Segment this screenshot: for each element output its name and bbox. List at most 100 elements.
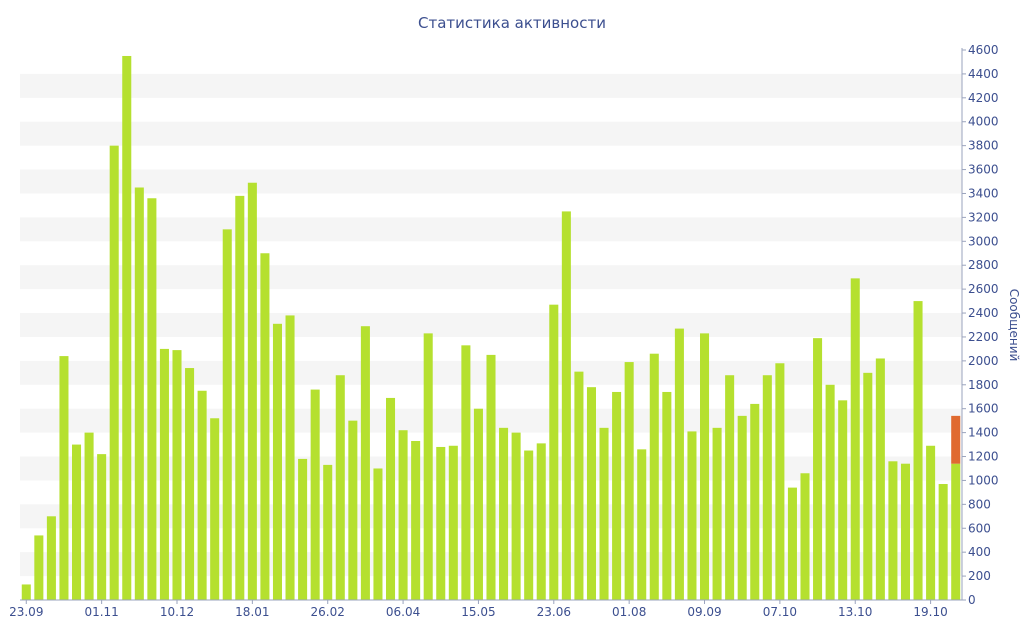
- bars: [21, 55, 961, 601]
- bar: [159, 348, 169, 600]
- bar: [649, 353, 659, 600]
- bar: [586, 387, 596, 600]
- bar: [411, 440, 421, 600]
- bar: [373, 468, 383, 600]
- grid-band: [20, 265, 962, 290]
- bar: [84, 432, 94, 600]
- x-tick-label: 13.10: [838, 605, 872, 619]
- x-tick-label: 06.04: [386, 605, 420, 619]
- bar: [222, 229, 232, 600]
- bar: [109, 145, 119, 600]
- x-tick-label: 18.01: [235, 605, 269, 619]
- y-tick-label: 600: [968, 521, 991, 535]
- bar: [762, 375, 772, 600]
- bar: [423, 333, 433, 600]
- bar: [72, 444, 82, 600]
- bar: [938, 484, 948, 600]
- x-tick-label: 23.06: [537, 605, 571, 619]
- bar: [386, 397, 396, 600]
- bar: [913, 301, 923, 600]
- bar: [436, 446, 446, 600]
- bar: [260, 253, 270, 600]
- y-tick-label: 1400: [968, 426, 999, 440]
- y-tick-label: 3800: [968, 139, 999, 153]
- bar: [122, 55, 132, 601]
- y-tick-label: 3400: [968, 186, 999, 200]
- bar: [97, 454, 107, 600]
- grid-band: [20, 313, 962, 337]
- x-tick-label: 23.09: [9, 605, 43, 619]
- bar: [850, 278, 860, 600]
- bar: [461, 345, 471, 600]
- grid-band: [20, 217, 962, 242]
- bar: [21, 584, 31, 600]
- bar: [863, 372, 873, 600]
- bar: [197, 390, 207, 600]
- y-tick-label: 3600: [968, 163, 999, 177]
- grid-band: [20, 73, 962, 98]
- bar: [599, 427, 609, 600]
- bar: [674, 328, 684, 600]
- x-tick-label: 01.08: [612, 605, 646, 619]
- bar: [524, 450, 534, 600]
- x-tick-label: 01.11: [84, 605, 118, 619]
- bar: [448, 445, 458, 600]
- bar: [574, 371, 584, 600]
- bar: [147, 198, 157, 600]
- bar: [875, 358, 885, 600]
- bar: [398, 430, 408, 600]
- y-tick-label: 800: [968, 497, 991, 511]
- x-tick-label: 07.10: [763, 605, 797, 619]
- bar: [549, 304, 559, 600]
- bar: [499, 427, 509, 600]
- y-tick-label: 4400: [968, 67, 999, 81]
- x-tick-label: 19.10: [913, 605, 947, 619]
- bar: [172, 350, 182, 600]
- bar: [235, 195, 245, 600]
- x-tick-labels: 23.09 01.11 10.12 18.01 26.02 06.04 15.05 23.06…: [9, 600, 948, 619]
- y-tick-label: 4200: [968, 91, 999, 105]
- bar: [612, 391, 622, 600]
- bar: [323, 464, 333, 600]
- bar: [473, 408, 483, 600]
- bar: [800, 473, 810, 600]
- y-tick-label: 4000: [968, 115, 999, 129]
- bar: [662, 391, 672, 600]
- bar: [700, 333, 710, 600]
- bar: [335, 375, 345, 600]
- bar: [34, 535, 44, 600]
- bar: [298, 458, 308, 600]
- bar: [712, 427, 722, 600]
- bar: [813, 338, 823, 600]
- x-tick-label: 09.09: [687, 605, 721, 619]
- bar: [900, 463, 910, 600]
- bar: [285, 315, 295, 600]
- bar: [725, 375, 735, 600]
- y-tick-labels: 0 200 400 600 800 1000 1200 1400 1600 1800 2000 220…: [962, 43, 999, 607]
- y-tick-label: 1000: [968, 473, 999, 487]
- bar: [310, 389, 320, 600]
- y-axis-label: Сообщений: [1007, 289, 1021, 362]
- y-tick-label: 1800: [968, 378, 999, 392]
- bar: [46, 516, 56, 600]
- bar-segment-highlight: [951, 415, 961, 464]
- bar: [838, 400, 848, 600]
- y-tick-label: 3200: [968, 210, 999, 224]
- bar: [185, 368, 195, 600]
- bar: [486, 354, 496, 600]
- chart-title: Статистика активности: [418, 14, 606, 32]
- bar: [926, 445, 936, 600]
- bar: [888, 461, 898, 600]
- y-tick-label: 2800: [968, 258, 999, 272]
- bar: [272, 323, 282, 600]
- bar: [637, 449, 647, 600]
- bar: [134, 187, 144, 600]
- bar: [511, 432, 521, 600]
- bar: [787, 487, 797, 600]
- bar: [536, 443, 546, 600]
- y-tick-label: 2000: [968, 354, 999, 368]
- y-tick-label: 3000: [968, 234, 999, 248]
- bar: [348, 420, 358, 600]
- y-tick-label: 2200: [968, 330, 999, 344]
